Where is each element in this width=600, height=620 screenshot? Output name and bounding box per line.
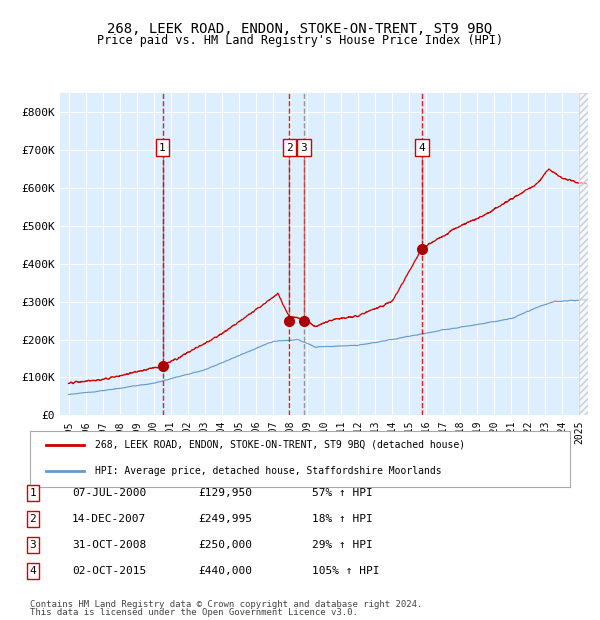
- Text: 3: 3: [301, 143, 307, 153]
- Text: 02-OCT-2015: 02-OCT-2015: [72, 566, 146, 576]
- Text: 07-JUL-2000: 07-JUL-2000: [72, 488, 146, 498]
- Text: £129,950: £129,950: [198, 488, 252, 498]
- Text: HPI: Average price, detached house, Staffordshire Moorlands: HPI: Average price, detached house, Staf…: [95, 466, 442, 476]
- Text: £440,000: £440,000: [198, 566, 252, 576]
- Text: 14-DEC-2007: 14-DEC-2007: [72, 514, 146, 524]
- Text: 57% ↑ HPI: 57% ↑ HPI: [312, 488, 373, 498]
- Text: 105% ↑ HPI: 105% ↑ HPI: [312, 566, 380, 576]
- Text: 31-OCT-2008: 31-OCT-2008: [72, 540, 146, 550]
- Text: 4: 4: [419, 143, 425, 153]
- Text: This data is licensed under the Open Government Licence v3.0.: This data is licensed under the Open Gov…: [30, 608, 358, 617]
- Text: 2: 2: [286, 143, 293, 153]
- Text: Contains HM Land Registry data © Crown copyright and database right 2024.: Contains HM Land Registry data © Crown c…: [30, 600, 422, 609]
- Text: 3: 3: [29, 540, 37, 550]
- Text: Price paid vs. HM Land Registry's House Price Index (HPI): Price paid vs. HM Land Registry's House …: [97, 34, 503, 47]
- Text: 268, LEEK ROAD, ENDON, STOKE-ON-TRENT, ST9 9BQ: 268, LEEK ROAD, ENDON, STOKE-ON-TRENT, S…: [107, 22, 493, 36]
- Text: 1: 1: [29, 488, 37, 498]
- Text: 2: 2: [29, 514, 37, 524]
- Text: 18% ↑ HPI: 18% ↑ HPI: [312, 514, 373, 524]
- Text: 4: 4: [29, 566, 37, 576]
- Text: 268, LEEK ROAD, ENDON, STOKE-ON-TRENT, ST9 9BQ (detached house): 268, LEEK ROAD, ENDON, STOKE-ON-TRENT, S…: [95, 440, 465, 450]
- Text: £250,000: £250,000: [198, 540, 252, 550]
- Text: 29% ↑ HPI: 29% ↑ HPI: [312, 540, 373, 550]
- Text: £249,995: £249,995: [198, 514, 252, 524]
- Text: 1: 1: [159, 143, 166, 153]
